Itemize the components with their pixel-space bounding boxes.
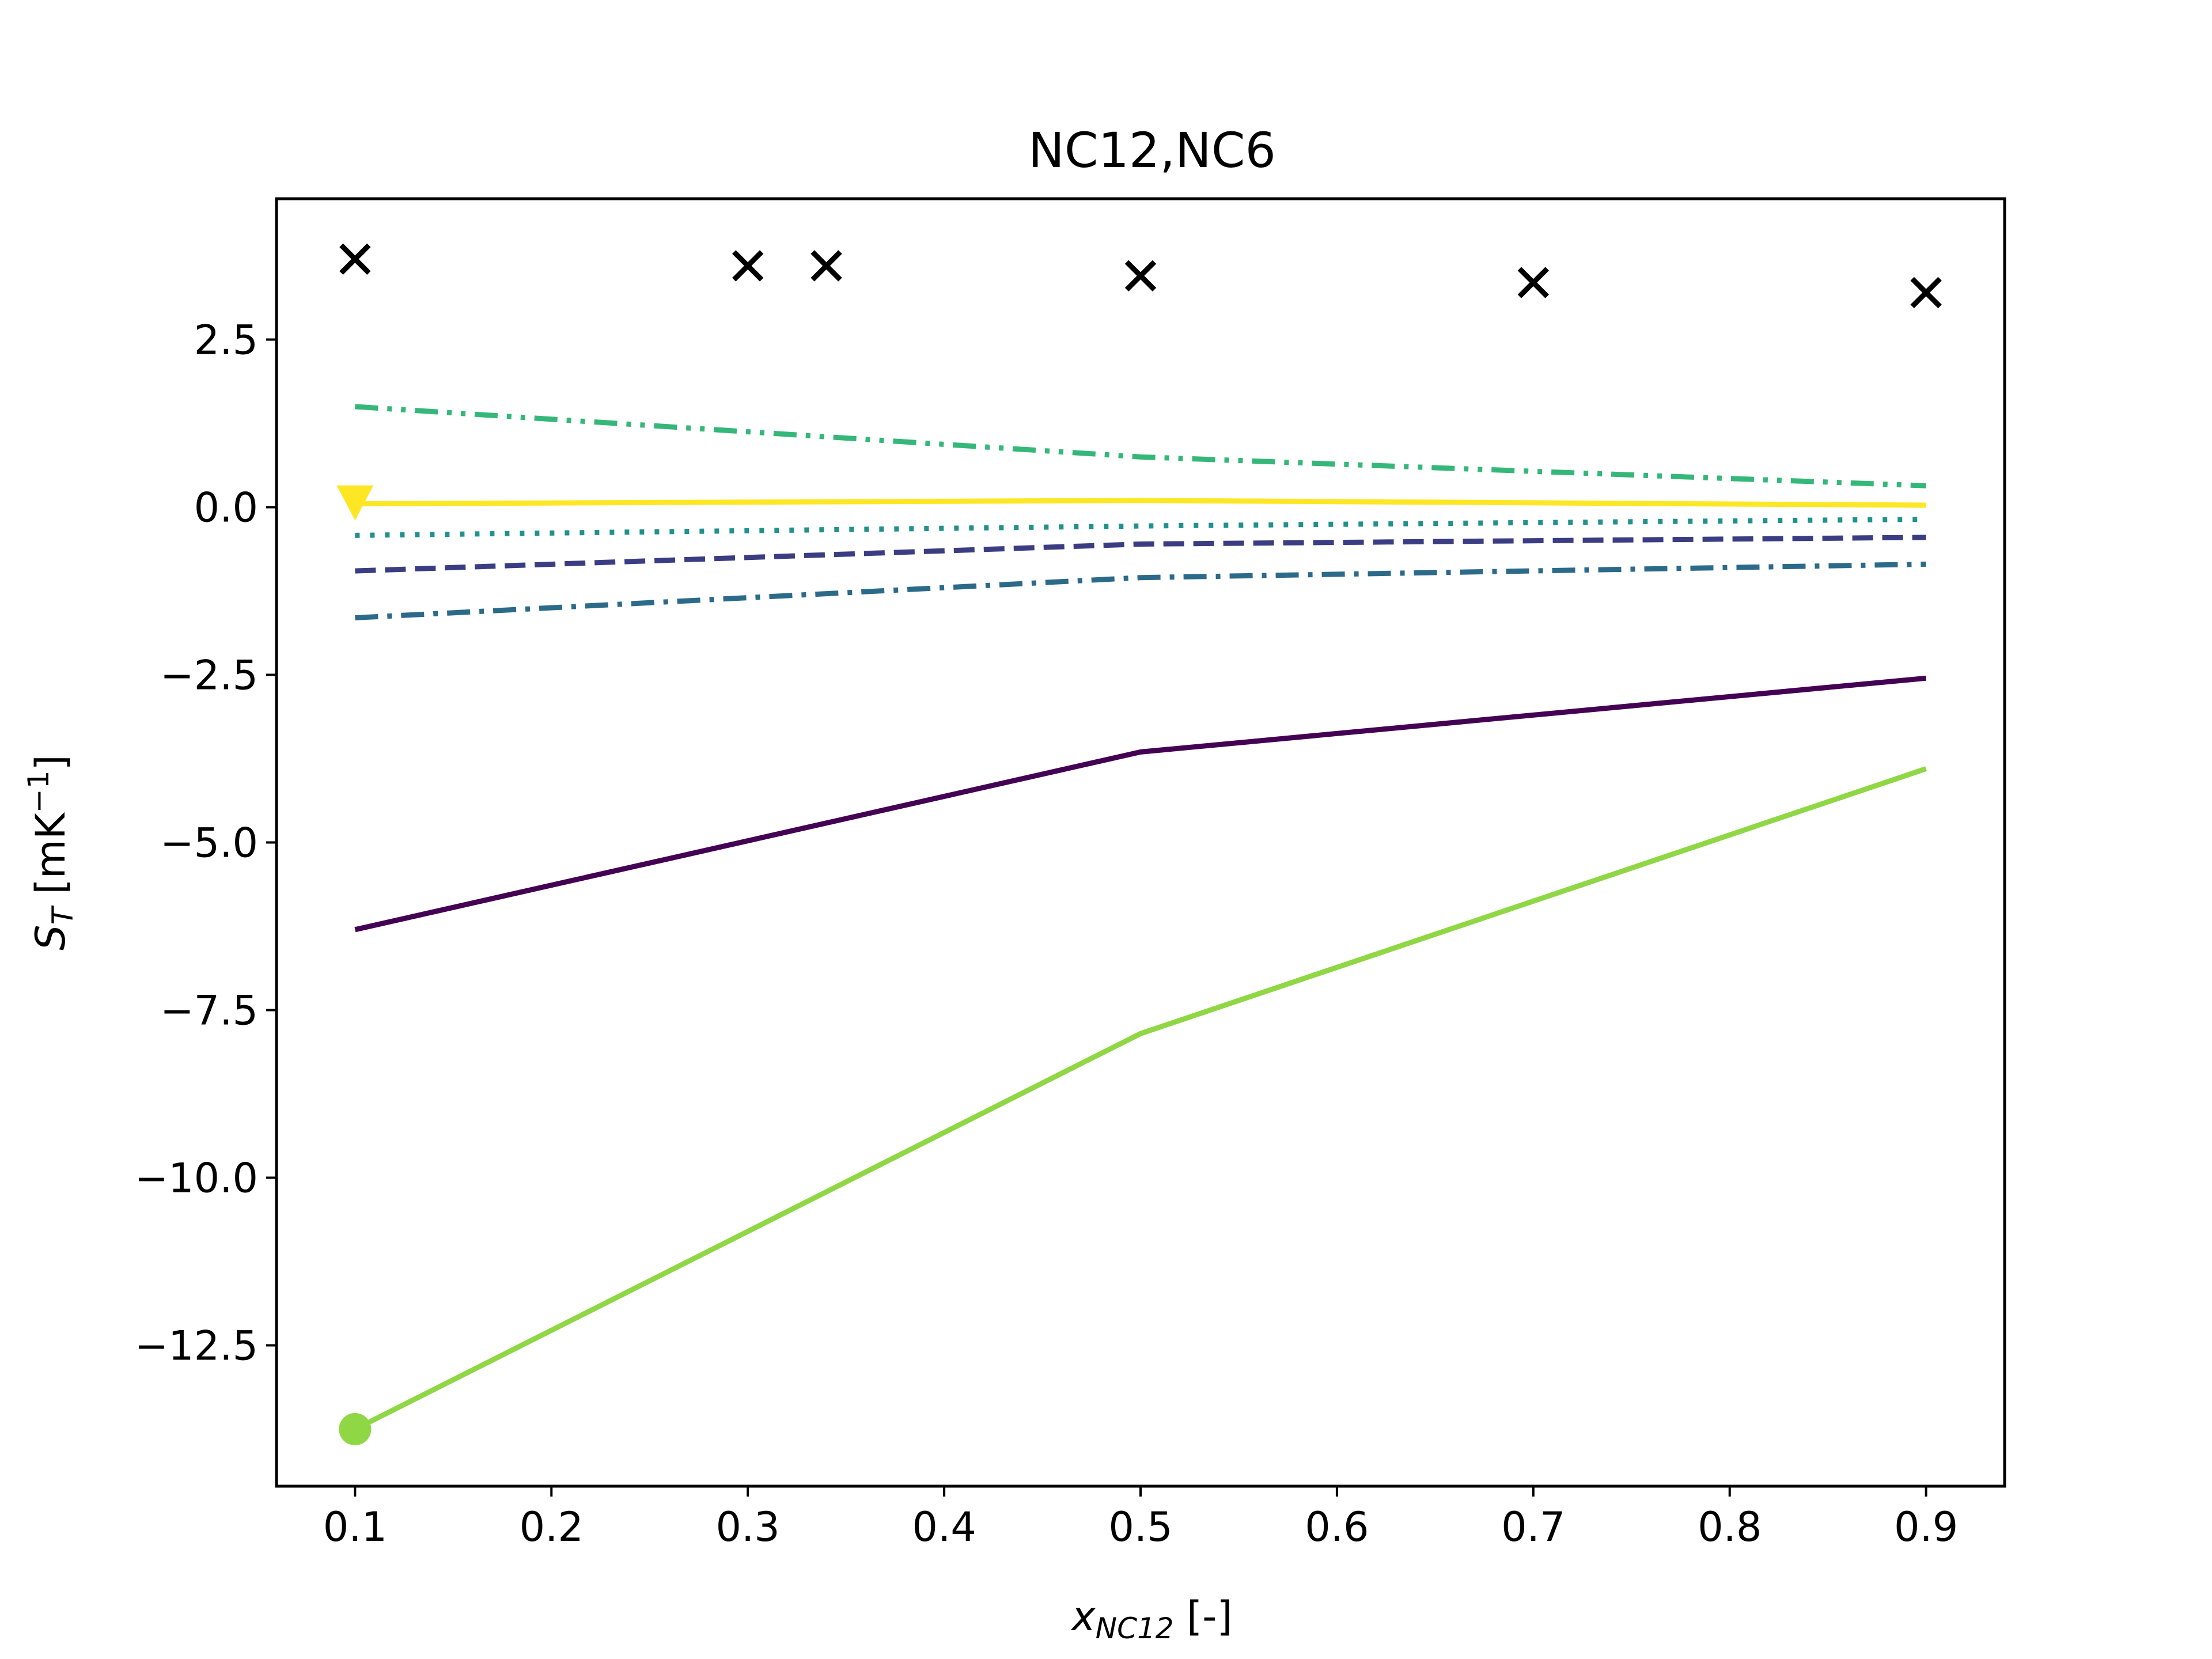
plot-area [336, 243, 1942, 1446]
series-7-start-marker [336, 485, 374, 521]
y-axis-title-sup: −1 [22, 770, 55, 813]
scatter-point-1 [339, 243, 371, 275]
plot-frame [275, 197, 2006, 1488]
x-axis-title: xNC12 [-] [1070, 1593, 1233, 1645]
x-axis-title-main: x [1070, 1593, 1096, 1640]
scatter-point-6 [1910, 276, 1942, 309]
x-tick-label: 0.3 [716, 1503, 780, 1551]
series-line-7 [355, 498, 1926, 508]
series-line-5 [355, 404, 1926, 488]
x-tick-label: 0.5 [1108, 1503, 1172, 1551]
x-axis-title-tail: [-] [1174, 1593, 1233, 1640]
y-axis-title-main: S [27, 925, 74, 950]
x-tick-label: 0.2 [520, 1503, 584, 1551]
y-tick-label: 0.0 [194, 484, 258, 531]
x-tick-label: 0.9 [1894, 1503, 1958, 1551]
y-axis-title-tail: [mK [27, 812, 74, 907]
y-tick-label: −7.5 [160, 987, 258, 1035]
scatter-point-5 [1517, 267, 1550, 298]
y-axis-ticks: 2.5 0.0 −2.5 −5.0 −7.5 −10.0 −12.5 [134, 316, 276, 1370]
y-tick-label: −5.0 [160, 820, 258, 867]
y-axis-title-close: ] [27, 755, 74, 770]
y-tick-label: −10.0 [134, 1155, 258, 1202]
scatter-point-2 [732, 250, 764, 282]
series-line-3 [355, 561, 1926, 620]
x-tick-label: 0.8 [1698, 1503, 1762, 1551]
y-axis-title-sub: T [46, 905, 79, 925]
x-axis-title-sub: NC12 [1096, 1612, 1174, 1645]
y-tick-label: 2.5 [194, 316, 258, 363]
chart-title: NC12,NC6 [1028, 122, 1276, 179]
x-tick-label: 0.6 [1305, 1503, 1369, 1551]
scatter-point-3 [810, 250, 842, 282]
x-axis-ticks: 0.1 0.2 0.3 0.4 0.5 0.6 0.7 0.8 0.9 [323, 1486, 1958, 1551]
y-tick-label: −12.5 [134, 1323, 258, 1370]
x-tick-label: 0.1 [323, 1503, 387, 1551]
series-line-2 [355, 535, 1926, 574]
y-axis-title: ST [mK−1] [22, 755, 79, 950]
series-line-6 [354, 766, 1927, 1432]
x-tick-label: 0.7 [1501, 1503, 1565, 1551]
x-tick-label: 0.4 [912, 1503, 976, 1551]
y-tick-label: −2.5 [160, 652, 258, 699]
series-line-1 [354, 675, 1927, 933]
series-6-start-marker [339, 1413, 372, 1446]
scatter-point-4 [1124, 260, 1157, 292]
